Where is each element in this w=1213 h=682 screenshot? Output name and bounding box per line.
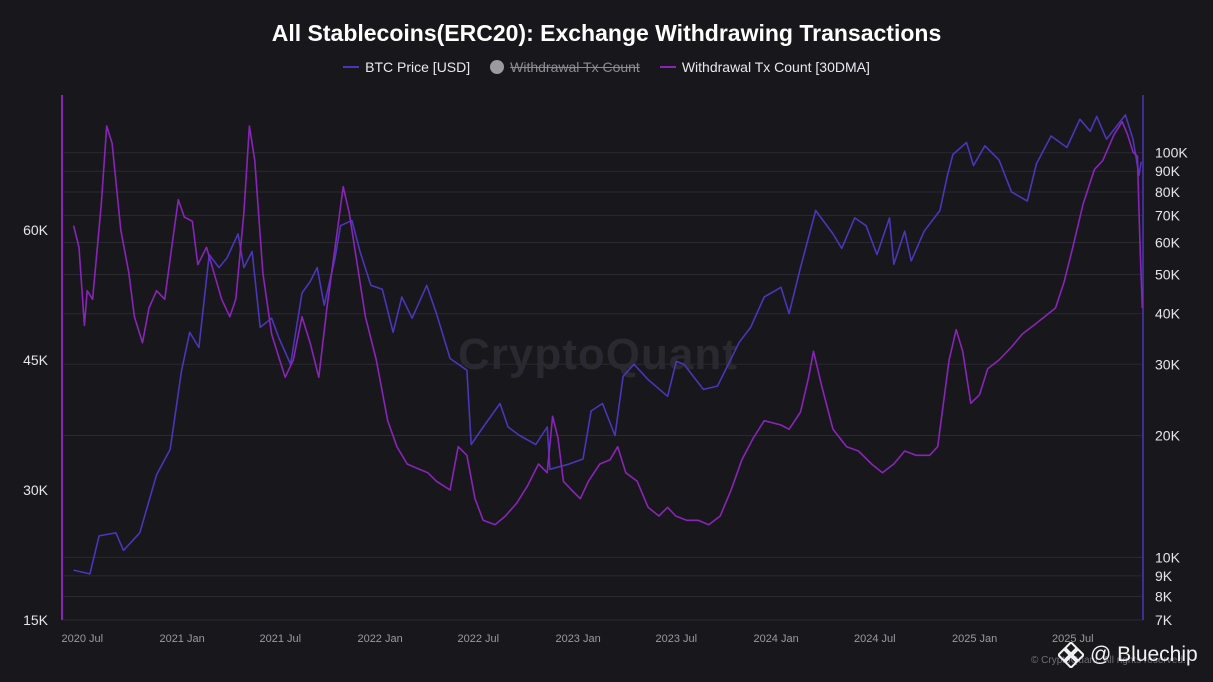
watermark: CryptoQuant [458,330,738,379]
x-tick-label: 2023 Jan [555,633,600,645]
x-tick-label: 2024 Jul [854,633,896,645]
legend-item-withdrawal-tx-count[interactable]: Withdrawal Tx Count [490,59,640,75]
legend-line-withdrawal-30dma [659,66,676,68]
right-tick-label: 50K [1155,267,1181,283]
legend-dot-withdrawal-tx-count [490,60,505,74]
right-tick-label: 10K [1155,549,1181,565]
legend-label-withdrawal-tx-count: Withdrawal Tx Count [510,59,640,75]
legend-line-btc-price [343,66,360,68]
right-tick-label: 8K [1155,589,1173,605]
brand-label: @ Bluechip [1090,643,1198,666]
right-axis-ticks: 7K 8K 9K 10K 20K 30K 40K 50K 60K 70K 80K 90K 100K [1155,145,1188,628]
right-tick-label: 30K [1155,356,1181,372]
x-tick-label: 2025 Jan [952,633,997,645]
axes [61,95,1144,620]
legend-label-btc-price: BTC Price [USD] [365,59,471,75]
right-tick-label: 90K [1155,163,1181,179]
x-tick-label: 2021 Jan [159,633,204,645]
legend-item-btc-price[interactable]: BTC Price [USD] [343,59,470,75]
right-tick-label: 9K [1155,568,1173,584]
left-axis-ticks: 15K 30K 45K 60K [23,222,49,628]
x-tick-label: 2021 Jul [259,633,301,645]
copyright-text: © CryptoQuant. All rights reserved. [1031,655,1186,666]
right-tick-label: 7K [1155,612,1173,628]
series-lines [72,114,1144,575]
series-line-btc-price [73,114,1142,575]
grid-lines [62,152,1143,621]
right-tick-label: 60K [1155,234,1181,250]
chart-title: All Stablecoins(ERC20): Exchange Withdra… [271,20,942,46]
series-line-withdrawal-30dma [72,120,1144,526]
binance-logo-icon [1058,642,1084,668]
legend-item-withdrawal-30dma[interactable]: Withdrawal Tx Count [30DMA] [659,59,870,75]
left-tick-label: 30K [23,482,49,498]
right-tick-label: 40K [1155,306,1181,322]
x-tick-label: 2020 Jul [61,633,103,645]
x-tick-label: 2022 Jul [457,633,499,645]
right-tick-label: 20K [1155,428,1181,444]
legend-label-withdrawal-30dma: Withdrawal Tx Count [30DMA] [681,59,870,75]
x-axis-ticks: 2020 Jul 2021 Jan 2021 Jul 2022 Jan 2022 Jul… [61,633,1093,645]
x-tick-label: 2024 Jan [753,633,798,645]
x-tick-label: 2025 Jul [1052,633,1094,645]
right-tick-label: 70K [1155,207,1181,223]
x-tick-label: 2023 Jul [655,633,697,645]
right-tick-label: 80K [1155,184,1181,200]
legend: BTC Price [USD] Withdrawal Tx Count With… [0,59,1213,75]
x-tick-label: 2022 Jan [357,633,402,645]
brand-badge[interactable]: @ Bluechip [1058,642,1198,668]
left-tick-label: 45K [23,352,49,368]
left-tick-label: 60K [23,222,49,238]
left-tick-label: 15K [23,612,49,628]
right-tick-label: 100K [1155,145,1188,161]
